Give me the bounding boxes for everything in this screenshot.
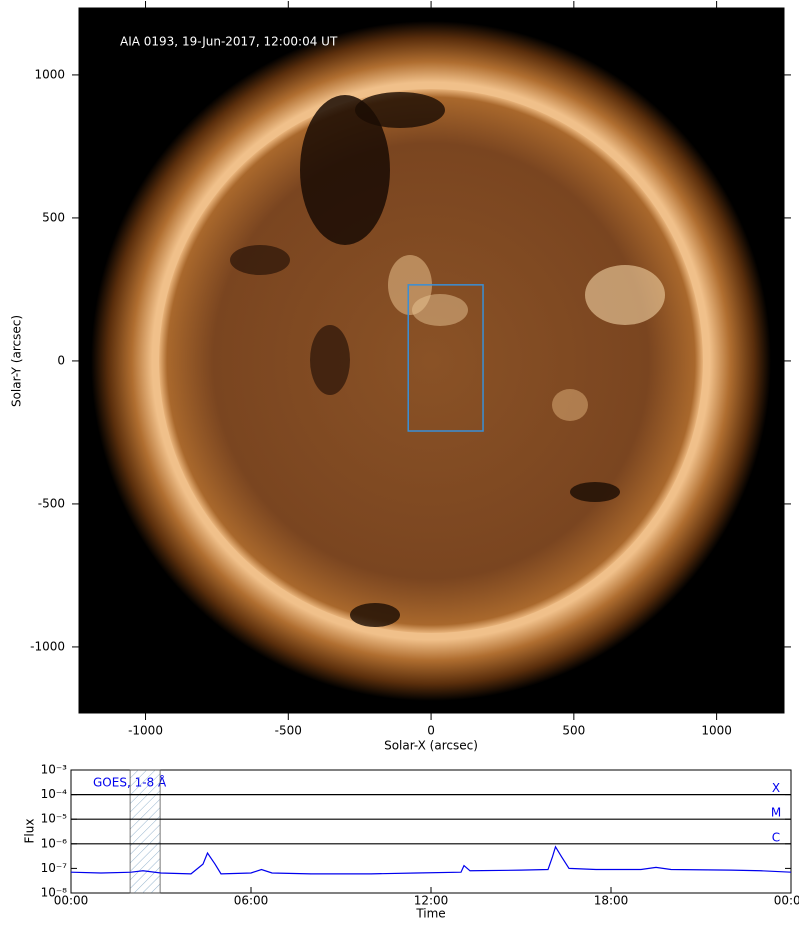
x-tick-label: 1000 — [701, 724, 732, 738]
y-tick-label: 10⁻³ — [41, 763, 68, 777]
y-tick-label: 500 — [42, 210, 65, 224]
y-tick-label: 10⁻⁵ — [41, 812, 68, 826]
x-tick-label: 00:00 — [54, 894, 89, 908]
plot-frame — [70, 769, 792, 894]
y-tick-label: -1000 — [30, 639, 65, 653]
highlight-region — [129, 769, 161, 894]
image-annotation: AIA 0193, 19-Jun-2017, 12:00:04 UT — [120, 35, 338, 49]
x-tick-label: 0 — [427, 724, 435, 738]
y-tick-label: 10⁻⁴ — [41, 787, 68, 801]
x-tick-label: 18:00 — [594, 894, 629, 908]
x-tick-label: 00:00 — [774, 894, 799, 908]
x-tick-label: 06:00 — [234, 894, 269, 908]
y-axis-label: Solar-Y (arcsec) — [10, 315, 24, 407]
y-tick-label: 0 — [57, 353, 65, 367]
x-tick-label: -500 — [275, 724, 302, 738]
y-tick-label: -500 — [38, 496, 65, 510]
y-tick-label: 10⁻⁷ — [41, 861, 68, 875]
x-tick-label: 12:00 — [414, 894, 449, 908]
level-label: X — [772, 781, 780, 795]
level-label: C — [772, 830, 780, 844]
x-tick-label: -1000 — [128, 724, 163, 738]
y-axis-label: Flux — [23, 819, 37, 844]
solar-image — [79, 8, 784, 713]
region-box — [407, 284, 484, 432]
x-tick-label: 500 — [562, 724, 585, 738]
x-axis-label: Time — [415, 907, 445, 921]
level-label: M — [771, 806, 781, 820]
x-axis-label: Solar-X (arcsec) — [384, 739, 478, 753]
y-tick-label: 1000 — [34, 67, 65, 81]
y-tick-label: 10⁻⁸ — [41, 886, 68, 900]
flux-line — [70, 845, 792, 875]
y-tick-label: 10⁻⁶ — [41, 836, 68, 850]
